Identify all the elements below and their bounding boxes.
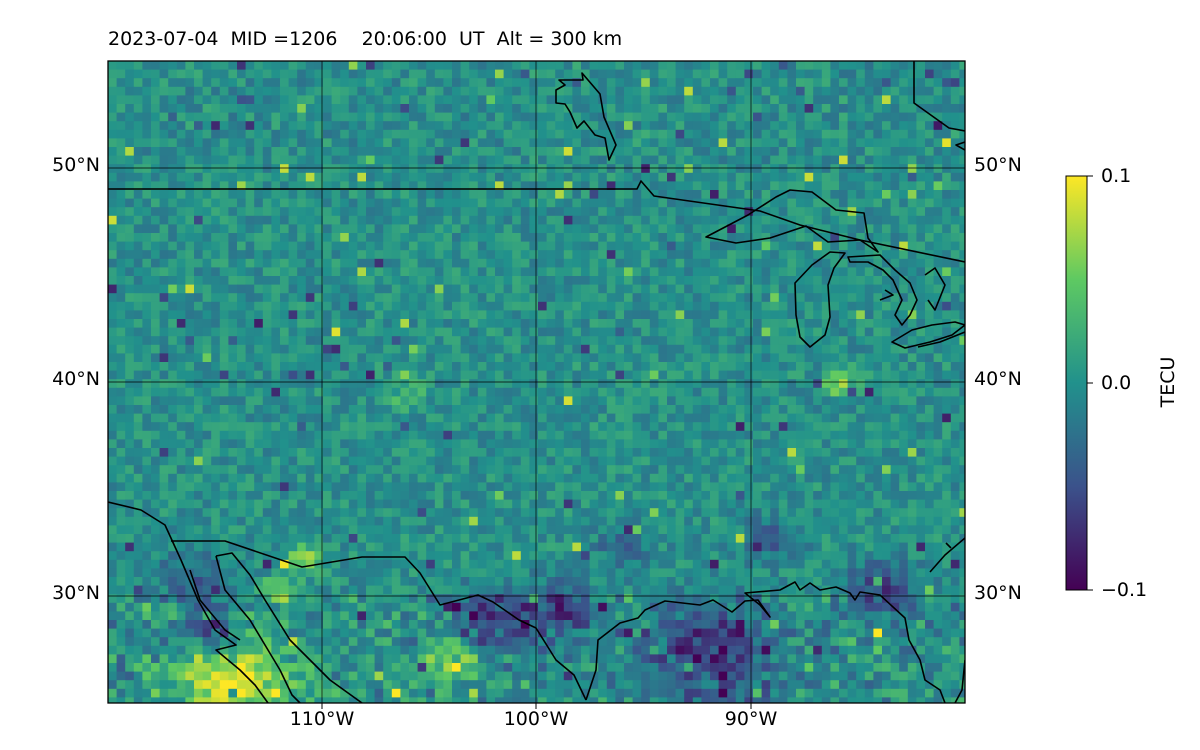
coastlines bbox=[108, 61, 965, 703]
graticule bbox=[108, 61, 965, 703]
tec-heatmap bbox=[108, 61, 965, 703]
lat-label-50-right: 50°N bbox=[974, 154, 1022, 176]
colorbar-tick-max: 0.1 bbox=[1101, 165, 1132, 187]
lat-label-40-left: 40°N bbox=[52, 368, 100, 390]
colorbar bbox=[1065, 175, 1088, 591]
lon-label-110: 110°W bbox=[289, 708, 355, 730]
lon-label-100: 100°W bbox=[503, 708, 569, 730]
colorbar-label: TECU bbox=[1157, 356, 1179, 408]
map-title: 2023-07-04 MID =1206 20:06:00 UT Alt = 3… bbox=[108, 28, 623, 50]
colorbar-tick-min: −0.1 bbox=[1101, 579, 1148, 601]
lat-label-30-right: 30°N bbox=[974, 582, 1022, 604]
lat-label-40-right: 40°N bbox=[974, 368, 1022, 390]
colorbar-tick-zero: 0.0 bbox=[1101, 372, 1132, 394]
lat-label-30-left: 30°N bbox=[52, 582, 100, 604]
lat-label-50-left: 50°N bbox=[52, 154, 100, 176]
lon-label-90: 90°W bbox=[724, 708, 778, 730]
